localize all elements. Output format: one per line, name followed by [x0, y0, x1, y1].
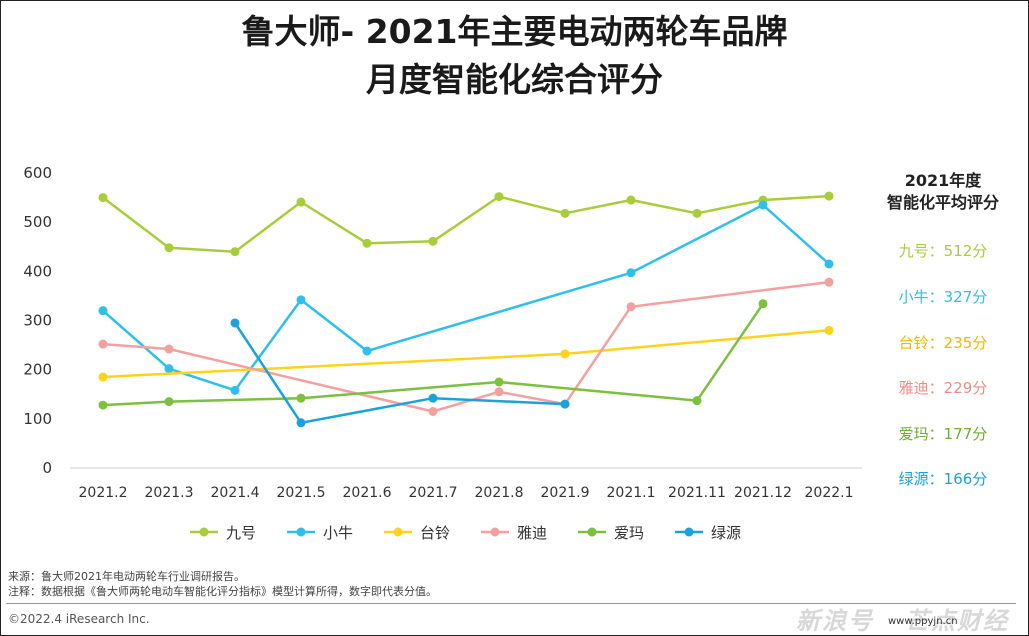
- data-point-3: [428, 406, 438, 416]
- chart-title-line1: 鲁大师- 2021年主要电动两轮车品牌: [241, 12, 788, 51]
- remark-note: 注释：数据根据《鲁大师两轮电动车智能化评分指标》模型计算所得，数字即代表分值。: [8, 585, 437, 598]
- legend-marker-3: [490, 527, 500, 537]
- data-point-0: [824, 191, 834, 201]
- data-point-2: [560, 349, 570, 359]
- avg-panel-header-line1: 2021年度: [904, 171, 982, 190]
- data-point-1: [164, 364, 174, 374]
- series-line-4: [102, 303, 765, 407]
- data-point-4: [98, 400, 108, 410]
- legend-marker-5: [684, 527, 694, 537]
- series-line-1: [102, 203, 830, 392]
- x-tick-label: 2021.3: [145, 485, 194, 501]
- avg-score-tailing: 台铃：235分: [898, 334, 988, 352]
- x-tick-label: 2021.11: [668, 485, 726, 501]
- legend-label-4: 爱玛: [614, 524, 644, 542]
- data-point-0: [428, 236, 438, 246]
- series-line-5: [233, 322, 566, 425]
- watermark-brand: 芒点财经: [905, 607, 1009, 635]
- data-point-1: [626, 268, 636, 278]
- legend-label-2: 台铃: [420, 524, 450, 542]
- x-tick-label: 2021.1: [607, 485, 656, 501]
- x-tick-label: 2021.7: [409, 485, 458, 501]
- source-note: 来源：鲁大师2021年电动两轮车行业调研报告。: [8, 570, 245, 583]
- data-point-0: [98, 193, 108, 203]
- data-point-3: [626, 302, 636, 312]
- data-point-4: [494, 377, 504, 387]
- data-point-5: [296, 418, 306, 428]
- legend-label-0: 九号: [226, 524, 256, 542]
- series-line-2: [102, 329, 830, 379]
- data-point-4: [692, 396, 702, 406]
- y-tick-label: 400: [23, 262, 52, 280]
- avg-score-yadi: 雅迪：229分: [898, 379, 988, 397]
- data-point-3: [98, 339, 108, 349]
- legend-label-3: 雅迪: [517, 524, 547, 542]
- series-line-3: [102, 280, 830, 413]
- y-tick-label: 100: [23, 410, 52, 428]
- legend-label-1: 小牛: [323, 524, 353, 542]
- y-tick-label: 600: [23, 164, 52, 182]
- avg-panel-header-line2: 智能化平均评分: [886, 193, 999, 212]
- legend-marker-4: [587, 527, 597, 537]
- y-tick-label: 300: [23, 312, 52, 330]
- watermark-sina: 新浪号: [796, 607, 874, 635]
- data-point-1: [362, 346, 372, 356]
- data-point-0: [296, 197, 306, 207]
- data-point-3: [824, 277, 834, 287]
- data-point-2: [98, 372, 108, 382]
- y-tick-label: 500: [23, 213, 52, 231]
- data-point-0: [494, 192, 504, 202]
- data-point-0: [230, 247, 240, 257]
- data-point-5: [560, 399, 570, 409]
- data-point-2: [824, 325, 834, 335]
- data-point-1: [296, 295, 306, 305]
- x-tick-label: 2022.1: [805, 485, 854, 501]
- data-point-4: [164, 397, 174, 407]
- data-point-0: [560, 208, 570, 218]
- chart-title-line2: 月度智能化综合评分: [366, 60, 663, 99]
- data-point-0: [164, 243, 174, 253]
- data-point-1: [824, 259, 834, 269]
- legend-marker-2: [393, 527, 403, 537]
- x-tick-label: 2021.9: [541, 485, 590, 501]
- data-point-5: [428, 393, 438, 403]
- copyright: ©2022.4 iResearch Inc.: [8, 612, 150, 626]
- data-point-0: [362, 238, 372, 248]
- y-tick-label: 200: [23, 361, 52, 379]
- data-point-3: [164, 344, 174, 354]
- series-line-0: [102, 194, 830, 253]
- data-point-3: [494, 387, 504, 397]
- data-point-4: [758, 299, 768, 309]
- x-tick-label: 2021.4: [211, 485, 260, 501]
- avg-score-aima: 爱玛：177分: [898, 425, 988, 443]
- legend-label-5: 绿源: [711, 524, 741, 542]
- x-tick-label: 2021.8: [475, 485, 524, 501]
- y-tick-label: 0: [42, 459, 52, 477]
- footer-divider: [6, 603, 1016, 604]
- data-point-1: [230, 385, 240, 395]
- data-point-1: [98, 306, 108, 316]
- data-point-5: [230, 318, 240, 328]
- avg-score-xiaoniu: 小牛：327分: [898, 288, 988, 306]
- data-point-4: [296, 393, 306, 403]
- data-point-1: [758, 200, 768, 210]
- avg-score-lvyuan: 绿源：166分: [898, 470, 988, 488]
- legend-marker-0: [199, 527, 209, 537]
- x-tick-label: 2021.5: [277, 485, 326, 501]
- data-point-0: [626, 195, 636, 205]
- avg-score-jiuhao: 九号：512分: [898, 242, 988, 260]
- data-point-0: [692, 208, 702, 218]
- x-tick-label: 2021.2: [79, 485, 128, 501]
- x-tick-label: 2021.6: [343, 485, 392, 501]
- watermark-url: www.ppyjn.cn: [888, 616, 958, 627]
- x-tick-label: 2021.12: [734, 485, 792, 501]
- legend-marker-1: [296, 527, 306, 537]
